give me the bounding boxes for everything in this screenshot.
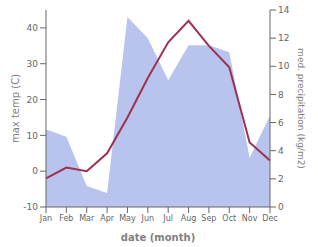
svg-text:Dec: Dec xyxy=(262,214,277,223)
svg-text:Apr: Apr xyxy=(100,214,115,223)
svg-text:Mar: Mar xyxy=(79,214,95,223)
svg-text:4: 4 xyxy=(278,146,284,156)
svg-text:Jul: Jul xyxy=(162,214,173,223)
svg-text:2: 2 xyxy=(278,174,284,184)
svg-text:40: 40 xyxy=(27,23,39,33)
svg-text:10: 10 xyxy=(27,131,39,141)
svg-text:med. precipitation (kg/m2): med. precipitation (kg/m2) xyxy=(296,48,306,169)
svg-text:6: 6 xyxy=(278,118,284,128)
svg-text:Jan: Jan xyxy=(39,214,52,223)
svg-text:max temp (C): max temp (C) xyxy=(10,74,21,143)
svg-text:Oct: Oct xyxy=(222,214,236,223)
svg-text:Aug: Aug xyxy=(181,214,197,223)
svg-text:May: May xyxy=(119,214,136,223)
svg-text:14: 14 xyxy=(278,5,290,15)
svg-text:-10: -10 xyxy=(23,202,38,212)
svg-text:12: 12 xyxy=(278,33,289,43)
svg-text:Feb: Feb xyxy=(59,214,73,223)
svg-text:0: 0 xyxy=(278,202,284,212)
svg-text:Jun: Jun xyxy=(141,214,155,223)
svg-text:20: 20 xyxy=(27,95,39,105)
svg-text:Nov: Nov xyxy=(242,214,258,223)
svg-text:30: 30 xyxy=(27,59,39,69)
svg-text:10: 10 xyxy=(278,61,290,71)
svg-text:date (month): date (month) xyxy=(121,232,195,243)
svg-text:Sep: Sep xyxy=(201,214,216,223)
svg-text:0: 0 xyxy=(32,166,38,176)
svg-text:8: 8 xyxy=(278,90,284,100)
